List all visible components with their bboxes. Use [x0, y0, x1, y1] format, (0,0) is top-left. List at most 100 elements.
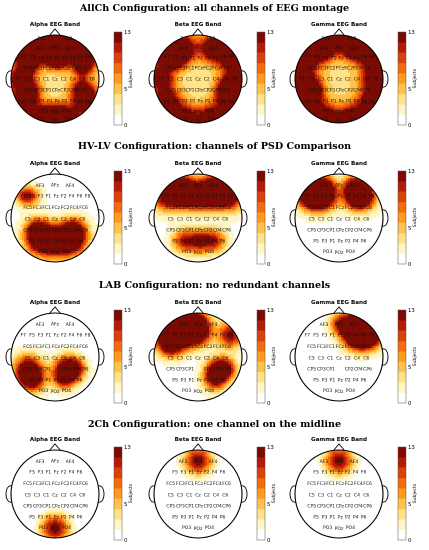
field-cell [57, 43, 60, 47]
field-cell [352, 90, 355, 93]
electrode-label: AF3 [179, 46, 188, 52]
field-cell [57, 54, 60, 58]
field-cell [178, 105, 181, 108]
field-cell [74, 72, 78, 75]
field-cell [26, 191, 29, 195]
field-cell [321, 98, 324, 102]
field-cell [30, 233, 34, 236]
colorbar-segment [257, 73, 265, 84]
field-cell [37, 116, 40, 119]
field-cell [17, 204, 21, 208]
field-cell [191, 41, 194, 45]
field-cell [345, 46, 349, 49]
field-cell [28, 79, 32, 82]
field-cell [35, 70, 38, 73]
field-cell [77, 81, 80, 84]
field-cell [374, 92, 377, 95]
field-cell [336, 98, 340, 102]
electrode-label: Fz [339, 56, 345, 62]
field-cell [195, 59, 199, 62]
field-cell [361, 74, 364, 78]
field-cell [363, 48, 366, 51]
field-cell [59, 248, 62, 252]
field-cell [44, 231, 47, 234]
field-cell [350, 68, 353, 71]
field-cell [55, 92, 58, 95]
field-cell [356, 52, 360, 56]
field-cell [314, 52, 318, 56]
field-cell [26, 90, 29, 93]
field-cell [66, 224, 69, 228]
field-cell [44, 240, 47, 243]
field-cell [213, 103, 216, 106]
field-cell [314, 76, 318, 80]
field-cell [354, 112, 357, 115]
field-cell [46, 101, 49, 104]
field-cell [35, 112, 38, 115]
field-cell [193, 96, 197, 100]
field-cell [11, 85, 14, 89]
field-cell [169, 96, 172, 100]
field-cell [231, 74, 234, 78]
field-cell [74, 52, 78, 56]
field-cell [187, 50, 190, 53]
field-cell [30, 229, 34, 232]
colorbar-segment [114, 52, 122, 64]
field-cell [211, 76, 214, 80]
field-cell [211, 68, 214, 71]
field-cell [83, 101, 87, 104]
field-cell [33, 204, 36, 208]
field-cell [178, 39, 181, 42]
field-cell [72, 48, 76, 51]
field-cell [55, 118, 58, 122]
field-cell [200, 35, 203, 38]
field-cell [30, 114, 34, 117]
field-cell [48, 85, 51, 89]
field-cell [30, 59, 34, 62]
field-cell [169, 87, 172, 91]
field-cell [46, 72, 49, 75]
field-cell [341, 72, 344, 75]
field-cell [74, 246, 78, 250]
field-cell [193, 112, 197, 115]
field-cell [332, 65, 335, 69]
field-cell [77, 240, 80, 243]
colorbar-label: Subjects [271, 68, 277, 88]
field-cell [378, 63, 382, 67]
field-cell [191, 72, 194, 75]
field-cell [220, 103, 223, 106]
field-cell [55, 94, 58, 97]
field-cell [59, 101, 62, 104]
field-cell [83, 87, 87, 91]
field-cell [77, 52, 80, 56]
field-cell [41, 246, 45, 250]
field-cell [347, 81, 351, 84]
field-cell [37, 193, 40, 197]
field-cell [209, 70, 212, 73]
field-cell [28, 59, 32, 62]
field-cell [233, 87, 236, 91]
field-cell [77, 87, 80, 91]
field-cell [48, 87, 51, 91]
field-cell [341, 52, 344, 56]
field-cell [325, 85, 329, 89]
field-cell [363, 59, 366, 62]
field-cell [28, 76, 32, 80]
field-cell [334, 76, 338, 80]
field-cell [46, 209, 49, 212]
field-cell [191, 112, 194, 115]
field-cell [46, 211, 49, 214]
field-cell [178, 59, 181, 62]
field-cell [233, 70, 236, 73]
field-cell [336, 65, 340, 69]
field-cell [314, 103, 318, 106]
field-cell [66, 237, 69, 241]
field-cell [24, 70, 27, 73]
field-cell [59, 242, 62, 245]
field-cell [369, 90, 373, 93]
field-cell [61, 218, 65, 221]
field-cell [26, 107, 29, 111]
field-cell [77, 211, 80, 214]
field-cell [328, 74, 331, 78]
field-cell [41, 185, 45, 188]
